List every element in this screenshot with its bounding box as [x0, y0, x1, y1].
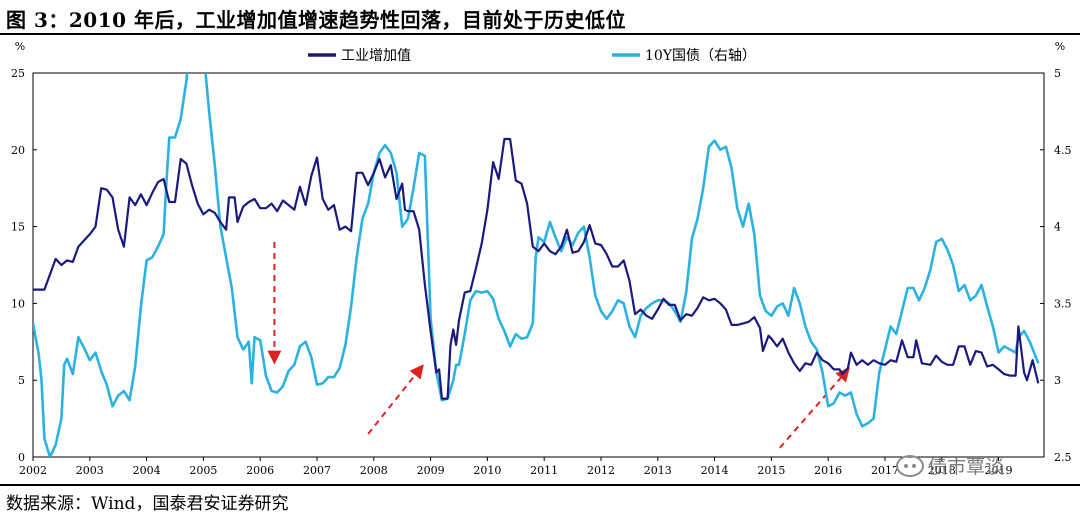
- x-tick-label: 2012: [587, 464, 615, 477]
- x-tick-label: 2010: [473, 464, 501, 477]
- x-tick-label: 2017: [871, 464, 899, 477]
- legend-label: 工业增加值: [341, 48, 411, 64]
- x-tick-label: 2008: [360, 464, 388, 477]
- x-tick-label: 2014: [701, 464, 729, 477]
- dashed-arrow-up: [779, 367, 850, 449]
- x-tick-label: 2006: [246, 464, 274, 477]
- top-rule: [0, 33, 1080, 35]
- chart-title: 图 3：2010 年后，工业增加值增速趋势性回落，目前处于历史低位: [6, 8, 627, 32]
- right-tick-label: 3.5: [1054, 297, 1072, 310]
- right-tick-label: 4: [1054, 221, 1061, 234]
- x-tick-label: 2007: [303, 464, 331, 477]
- series-lines: [33, 73, 1040, 457]
- x-tick-label: 2013: [644, 464, 672, 477]
- right-tick-label: 3: [1054, 374, 1061, 387]
- right-unit-label: %: [1055, 40, 1065, 53]
- x-tick-label: 2009: [417, 464, 445, 477]
- left-tick-label: 15: [11, 221, 25, 234]
- left-unit-label: %: [15, 40, 25, 53]
- bottom-rule: [0, 484, 1080, 486]
- plot-frame: [32, 72, 1045, 458]
- x-tick-label: 2019: [985, 464, 1013, 477]
- x-tick-label: 2016: [814, 464, 842, 477]
- wechat-icon: [896, 454, 924, 477]
- right-tick-label: 5: [1054, 67, 1061, 80]
- axes: 0 5 10 15 20 25 2.5 3 3.5 4 4.5 5% % 2002 2003 2004 2005…: [11, 40, 1072, 477]
- legend-label: 10Y国债（右轴）: [645, 48, 756, 64]
- left-tick-label: 5: [18, 374, 25, 387]
- annotations: [267, 241, 850, 449]
- x-tick-label: 2004: [133, 464, 161, 477]
- x-tick-label: 2005: [189, 464, 217, 477]
- left-tick-label: 20: [11, 144, 25, 157]
- left-tick-label: 0: [18, 451, 25, 464]
- series-line-industrial-value-added: [33, 137, 1040, 400]
- legend: 工业增加值 10Y国债（右轴）: [308, 48, 756, 64]
- watermark-text: 债市覃谈: [928, 456, 1005, 478]
- x-tick-label: 2002: [19, 464, 47, 477]
- right-tick-label: 4.5: [1054, 144, 1072, 157]
- left-tick-label: 10: [11, 297, 25, 310]
- left-tick-label: 25: [11, 67, 25, 80]
- dashed-arrow-up: [367, 364, 424, 435]
- line-chart: 0 5 10 15 20 25 2.5 3 3.5 4 4.5 5% % 2002 2003 2004 2005…: [11, 40, 1072, 477]
- right-tick-label: 2.5: [1054, 451, 1072, 464]
- watermark: 债市覃谈: [896, 452, 1004, 479]
- series-line-treasury-10y: [33, 73, 1040, 457]
- x-tick-label: 2015: [757, 464, 785, 477]
- x-tick-label: 2003: [76, 464, 104, 477]
- x-tick-label: 2018: [928, 464, 956, 477]
- x-tick-label: 2011: [530, 464, 558, 477]
- source-note: 数据来源：Wind，国泰君安证券研究: [6, 494, 289, 514]
